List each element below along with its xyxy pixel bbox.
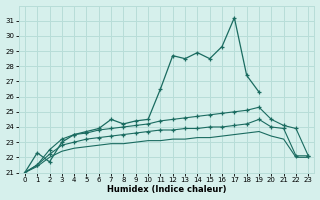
X-axis label: Humidex (Indice chaleur): Humidex (Indice chaleur) [107,185,226,194]
